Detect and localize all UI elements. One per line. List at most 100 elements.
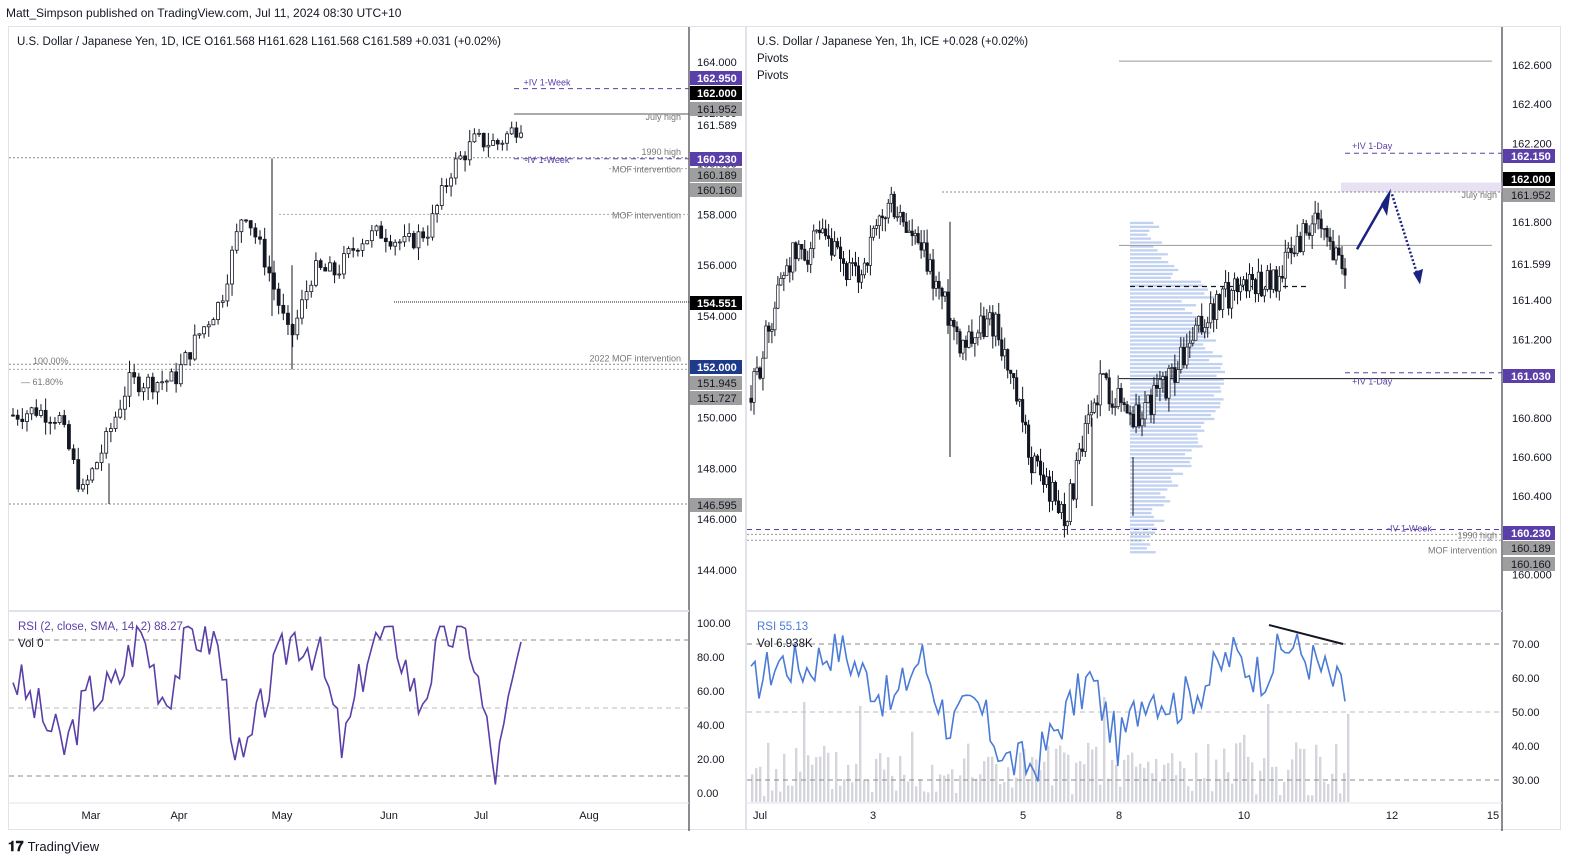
right-volume-bar — [1327, 784, 1330, 802]
right-candle-body — [1298, 235, 1302, 253]
right-candle-body — [1071, 483, 1075, 500]
right-volume-bar — [791, 785, 794, 802]
left-candle-body — [81, 484, 85, 490]
right-volume-bar — [911, 731, 914, 802]
right-candle-body — [1334, 247, 1338, 261]
right-volume-bar — [967, 743, 970, 802]
right-candle-body — [994, 313, 998, 337]
right-volume-bar — [835, 752, 838, 802]
right-volume-bar — [1191, 790, 1194, 802]
right-candle-body — [931, 259, 935, 289]
left-candle-body — [99, 452, 104, 464]
left-candle-body — [351, 248, 356, 251]
right-candle-body — [943, 291, 947, 297]
right-chart-svg[interactable]: 162.600162.400162.200161.800161.600161.4… — [747, 27, 1562, 831]
volume-profile-bar — [1130, 296, 1217, 299]
right-volume-bar — [787, 785, 790, 802]
right-candle-body — [1098, 373, 1102, 406]
forecast-arrow-up — [1355, 201, 1386, 250]
left-candle-body — [39, 409, 43, 416]
right-candle-body — [883, 217, 887, 220]
right-candle-body — [1241, 279, 1246, 286]
right-volume-bar — [1135, 766, 1138, 802]
right-volume-bar — [1271, 766, 1274, 802]
volume-profile-bar — [1130, 245, 1154, 248]
left-fib-label: 100.00% — [33, 356, 69, 366]
left-candle-body — [202, 326, 206, 335]
right-level-label: -IV 1-Week — [1387, 524, 1432, 534]
right-volume-bar — [979, 774, 982, 802]
left-candle-body — [300, 299, 304, 319]
volume-profile-bar — [1130, 323, 1204, 327]
volume-profile-bar — [1130, 433, 1198, 436]
left-candle-body — [290, 324, 295, 336]
right-candle-body — [803, 248, 807, 261]
right-candle-body — [1176, 369, 1180, 383]
right-level-label: MOF intervention — [1428, 545, 1497, 555]
volume-profile-bar — [1130, 355, 1223, 358]
right-candle-body — [1280, 275, 1284, 279]
left-price-badge — [690, 71, 742, 85]
right-candle-body — [1140, 418, 1144, 427]
right-candle-body — [1271, 269, 1275, 290]
right-volume-bar — [1319, 756, 1322, 802]
right-candle-body — [1149, 394, 1153, 415]
right-candle-body — [985, 318, 989, 337]
right-candle-body — [1325, 228, 1329, 238]
left-candle-body — [90, 468, 95, 481]
right-volume-bar — [1231, 783, 1234, 802]
right-volume-bar — [1051, 785, 1054, 802]
right-candle-body — [856, 265, 861, 283]
volume-profile-bar — [1130, 402, 1221, 405]
right-volume-bar — [807, 755, 810, 802]
right-candle-body — [812, 230, 816, 249]
volume-profile-bar — [1130, 241, 1163, 244]
right-volume-bar — [815, 757, 818, 802]
right-candle-body — [1086, 414, 1090, 424]
left-level-label: 2022 MOF intervention — [589, 353, 681, 363]
right-volume-bar — [1107, 778, 1110, 802]
right-candle-body — [836, 241, 840, 248]
right-volume-bar — [859, 705, 862, 802]
right-candle-body — [859, 274, 863, 283]
right-volume-bar — [935, 791, 938, 802]
right-chart-panel[interactable]: 162.600162.400162.200161.800161.600161.4… — [746, 26, 1562, 831]
right-candle-body — [925, 242, 929, 272]
left-candle-body — [346, 248, 351, 255]
right-candle-body — [1024, 421, 1028, 426]
right-volume-bar — [1119, 786, 1122, 802]
right-price-tick: 160.800 — [1512, 413, 1552, 425]
volume-profile-bar — [1130, 319, 1201, 323]
right-candle-body — [1056, 500, 1060, 513]
right-volume-bar — [1311, 795, 1314, 802]
volume-profile-bar — [1130, 359, 1210, 362]
volume-profile-bar — [1130, 504, 1164, 507]
left-chart-svg[interactable]: 164.000162.000160.000158.000156.000154.0… — [9, 27, 747, 831]
right-price-tick: 161.800 — [1512, 217, 1552, 229]
left-candle-body — [43, 409, 48, 423]
left-chart-panel[interactable]: 164.000162.000160.000158.000156.000154.0… — [8, 26, 747, 831]
right-candle-body — [1221, 288, 1225, 310]
forecast-arrowhead-down — [1413, 268, 1423, 285]
left-candle-body — [253, 227, 258, 238]
left-level-label: 1990 high — [641, 147, 681, 157]
right-volume-bar — [1075, 762, 1078, 802]
right-candle-body — [844, 263, 849, 280]
right-price-badge — [1503, 149, 1555, 163]
left-candle-body — [369, 230, 374, 242]
left-candle-body — [262, 238, 267, 268]
left-candle-body — [467, 141, 472, 161]
volume-profile-bar — [1130, 343, 1204, 346]
right-level-label: +IV 1-Day — [1352, 377, 1393, 387]
right-time-label: Jul — [753, 810, 767, 822]
volume-profile-bar — [1130, 315, 1197, 319]
right-candle-body — [865, 262, 869, 266]
volume-profile-bar — [1130, 441, 1198, 444]
footer-brand[interactable]: 𝟏𝟕 TradingView — [8, 838, 99, 855]
right-level-label: 1990 high — [1457, 530, 1497, 540]
right-candle-body — [898, 211, 902, 218]
volume-profile-bar — [1130, 394, 1214, 397]
right-volume-bar — [827, 752, 830, 802]
right-candle-body — [1337, 247, 1341, 256]
right-price-badge — [1503, 172, 1555, 186]
